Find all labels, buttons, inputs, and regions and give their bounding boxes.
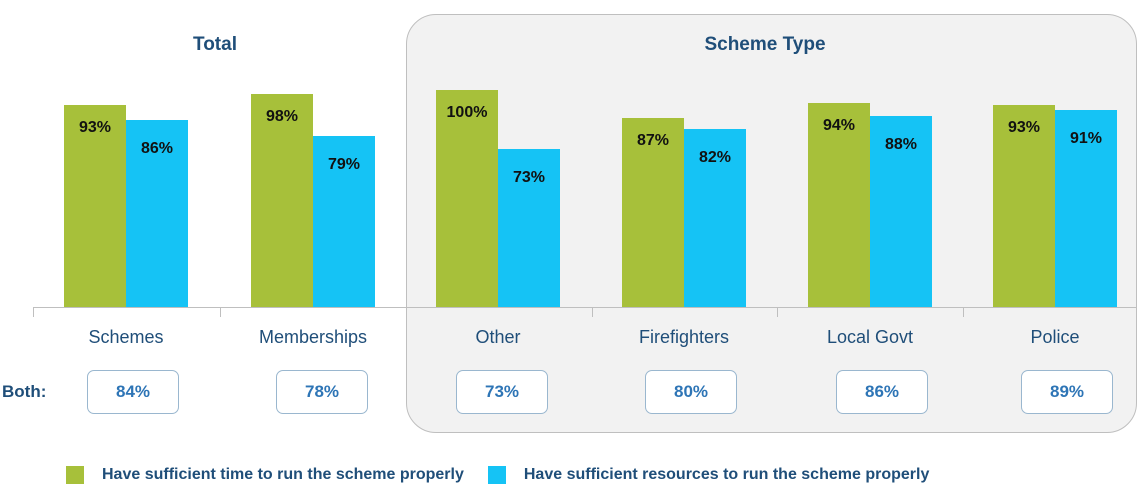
legend-label-time: Have sufficient time to run the scheme p… [102,466,464,483]
value-label-local-govt-time: 94% [822,117,856,135]
legend-label-resources: Have sufficient resources to run the sch… [523,466,930,483]
value-label-firefighters-time: 87% [636,132,670,150]
value-label-local-govt-resources: 88% [884,136,918,154]
value-label-other-time: 100% [446,104,488,121]
category-label-other: Other [475,327,521,347]
value-label-other-resources: 73% [512,168,546,186]
x-axis-line [33,307,1137,308]
bar-memberships-time [251,94,313,307]
axis-tick [592,307,593,317]
both-value-memberships: 78% [276,370,368,414]
bar-police-resources [1055,109,1117,307]
bar-memberships-resources [313,135,375,307]
value-label-schemes-time: 93% [78,119,112,137]
bar-other-time [436,90,498,307]
bar-other-resources [498,148,560,307]
both-value-firefighters: 80% [645,370,737,414]
value-label-police-resources: 91% [1069,129,1103,147]
bar-schemes-time [64,105,126,307]
axis-tick [777,307,778,317]
both-value-other: 73% [456,370,548,414]
value-label-police-time: 93% [1007,119,1041,137]
bar-police-time [993,105,1055,307]
legend-item-time: Have sufficient time to run the scheme p… [66,466,464,484]
value-label-memberships-resources: 79% [327,155,361,173]
group-title-total: Total [193,34,237,55]
bar-firefighters-resources [684,129,746,307]
value-label-schemes-resources: 86% [140,140,174,158]
bar-local-govt-resources [870,116,932,307]
group-title-scheme-type: Scheme Type [704,34,826,55]
axis-tick [963,307,964,317]
category-label-schemes: Schemes [88,327,164,347]
legend-item-resources: Have sufficient resources to run the sch… [487,466,930,484]
axis-tick [220,307,221,317]
bar-local-govt-time [808,103,870,307]
both-value-police: 89% [1021,370,1113,414]
category-label-local-govt: Local Govt [826,327,914,347]
category-label-firefighters: Firefighters [638,327,730,347]
axis-tick [406,307,407,317]
legend: Have sufficient time to run the scheme p… [66,466,953,484]
category-label-memberships: Memberships [258,327,368,347]
value-label-firefighters-resources: 82% [698,149,732,167]
both-label: Both: [2,382,47,401]
axis-tick [33,307,34,317]
bar-schemes-resources [126,120,188,307]
category-label-police: Police [1030,327,1080,347]
legend-swatch-resources [487,466,506,484]
value-label-memberships-time: 98% [265,108,299,126]
both-value-local-govt: 86% [836,370,928,414]
legend-swatch-time [66,466,84,484]
both-value-schemes: 84% [87,370,179,414]
bar-firefighters-time [622,118,684,307]
